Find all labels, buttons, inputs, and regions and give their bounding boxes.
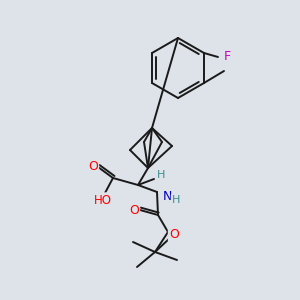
- Text: O: O: [88, 160, 98, 172]
- Text: HO: HO: [94, 194, 112, 206]
- Text: O: O: [169, 227, 179, 241]
- Text: O: O: [129, 205, 139, 218]
- Text: H: H: [172, 195, 180, 205]
- Text: F: F: [224, 50, 230, 64]
- Text: N: N: [162, 190, 172, 202]
- Text: H: H: [157, 170, 165, 180]
